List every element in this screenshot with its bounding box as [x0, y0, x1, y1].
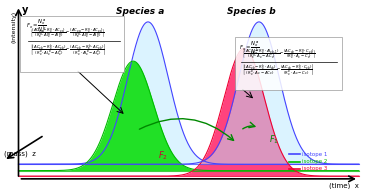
Text: isotope 2: isotope 2 [302, 159, 327, 164]
Text: $\left[\dfrac{(AC_{xb}-R_x^a\cdot AI_{xb,1})}{(R_x^a\cdot A_x-AC_x)}-\dfrac{(AC_: $\left[\dfrac{(AC_{xb}-R_x^a\cdot AI_{xb… [242, 48, 317, 62]
Text: $F_1$: $F_1$ [269, 133, 279, 146]
Text: $\left[\dfrac{(AC_{xb}-R_x^b\cdot AC_{xb})}{(R_x^b\cdot AI_x^b-AI_x^b)}-\dfrac{(: $\left[\dfrac{(AC_{xb}-R_x^b\cdot AC_{xb… [30, 43, 106, 58]
Text: Species b: Species b [227, 7, 276, 16]
Text: $F_x = \dfrac{N_x^a}{N_x^b}$: $F_x = \dfrac{N_x^a}{N_x^b}$ [26, 17, 47, 35]
Text: isotope 1: isotope 1 [302, 152, 327, 157]
Text: $F_2$: $F_2$ [158, 150, 168, 162]
FancyBboxPatch shape [20, 15, 124, 72]
Text: isotope 3: isotope 3 [302, 166, 327, 171]
Text: (intensity): (intensity) [11, 11, 16, 43]
Text: (mass)  z: (mass) z [4, 150, 36, 157]
Text: Species a: Species a [117, 7, 165, 16]
Text: y: y [22, 5, 28, 15]
Text: $\left[\dfrac{(AC_{xa}-R_x^a\cdot AC_{xa})}{(R_x^a\cdot AI_x^a-AI_x^a)}-\dfrac{(: $\left[\dfrac{(AC_{xa}-R_x^a\cdot AC_{xa… [30, 27, 105, 41]
Text: (time)  x: (time) x [329, 183, 359, 189]
Text: $\left[\dfrac{(AC_{xb}-R_x^b\cdot AI_{xb})}{(R_x^b\cdot A_x-AC_x)}-\dfrac{(AC_{x: $\left[\dfrac{(AC_{xb}-R_x^b\cdot AI_{xb… [242, 63, 314, 78]
Text: $F_x = \dfrac{N_x^a}{N_x^b}$: $F_x = \dfrac{N_x^a}{N_x^b}$ [239, 39, 259, 57]
FancyBboxPatch shape [235, 37, 342, 90]
